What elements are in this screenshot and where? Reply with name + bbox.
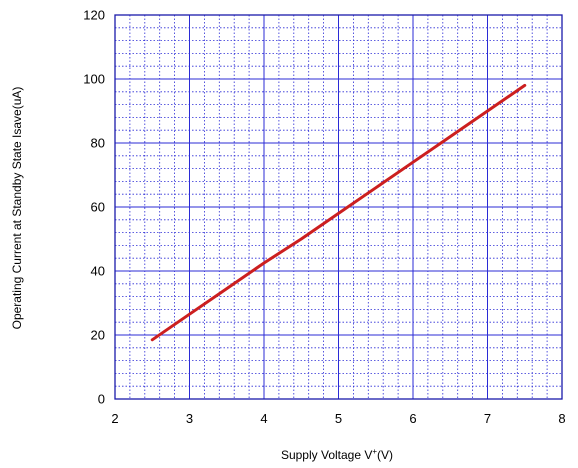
x-tick-labels: 2 3 4 5 6 7 8: [111, 411, 565, 426]
y-tick-label: 100: [83, 72, 105, 87]
y-tick-label: 80: [91, 136, 105, 151]
plot-frame: [114, 14, 563, 400]
x-tick-label: 8: [558, 411, 565, 426]
major-grid: [115, 15, 562, 399]
x-tick-label: 6: [409, 411, 416, 426]
x-tick-label: 2: [111, 411, 118, 426]
x-axis-title: Supply Voltage V+(V): [281, 447, 393, 462]
x-axis-title-superscript: +: [372, 447, 377, 456]
x-tick-label: 4: [260, 411, 267, 426]
x-tick-label: 3: [186, 411, 193, 426]
y-tick-label: 0: [98, 392, 105, 407]
x-axis-title-suffix: (V): [377, 448, 393, 462]
x-tick-label: 7: [484, 411, 491, 426]
y-tick-label: 20: [91, 328, 105, 343]
x-axis-title-prefix: Supply Voltage V: [281, 448, 372, 462]
x-tick-label: 5: [335, 411, 342, 426]
series-layer: [150, 83, 527, 342]
y-tick-labels: 0 20 40 60 80 100 120: [83, 8, 105, 407]
y-tick-label: 40: [91, 264, 105, 279]
y-tick-label: 60: [91, 200, 105, 215]
series-line: [150, 83, 527, 342]
y-axis-title: Operating Current at Standby State Isave…: [10, 87, 24, 330]
y-tick-label: 120: [83, 8, 105, 23]
